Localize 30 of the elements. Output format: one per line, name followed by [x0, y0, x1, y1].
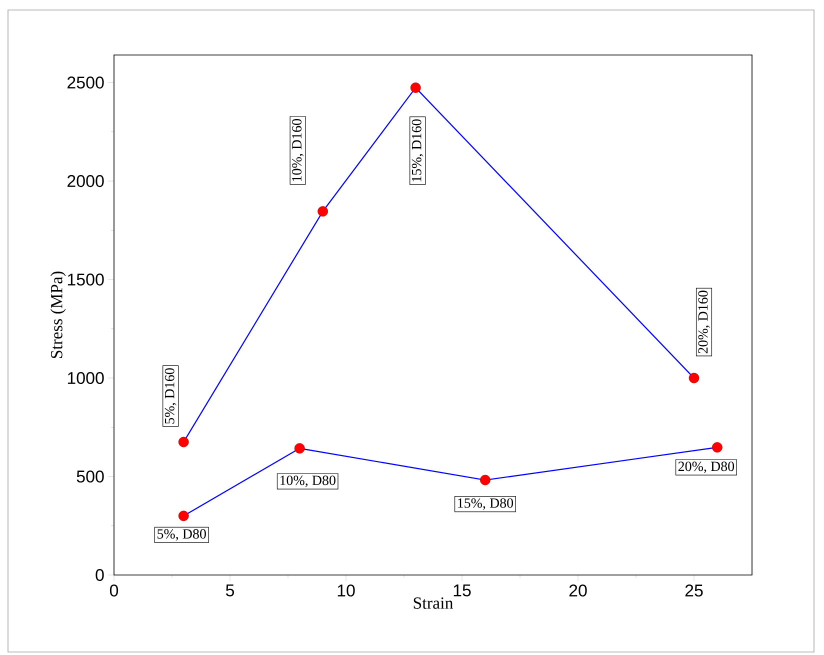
point: [178, 510, 189, 522]
point: [178, 436, 189, 448]
annotation: 20%, D160: [698, 290, 710, 354]
point: [688, 372, 700, 384]
point: [318, 206, 328, 217]
x-tick-label: 0: [110, 584, 118, 597]
annotation: 10%, D80: [280, 476, 336, 488]
y-tick-label: 1000: [68, 372, 104, 384]
y-tick-label: 2000: [68, 175, 104, 188]
y-axis-title: Stress (MPa): [50, 272, 66, 358]
annotation: 5%, D160: [164, 368, 176, 424]
x-tick-label: 10: [338, 584, 355, 597]
y-tick-label: 2500: [68, 76, 104, 89]
x-tick-label: 20: [569, 584, 587, 597]
x-axis-title: Strain: [414, 597, 454, 609]
y-tick-label: 500: [76, 470, 104, 483]
annotation: 10%, D160: [292, 119, 304, 182]
annotation: 20%, D80: [678, 462, 734, 474]
x-tick-label: 5: [226, 584, 234, 596]
annotation: 5%, D80: [158, 529, 206, 541]
x-tick-label: 15: [454, 584, 471, 596]
annotation: 15%, D80: [458, 498, 514, 510]
point: [480, 474, 490, 486]
point: [712, 442, 722, 453]
x-tick-label: 25: [685, 584, 703, 597]
annotation: 15%, D160: [412, 119, 424, 182]
y-tick-label: 0: [96, 568, 104, 582]
point: [410, 82, 421, 93]
point: [294, 443, 305, 454]
y-tick-label: 1500: [68, 274, 104, 286]
